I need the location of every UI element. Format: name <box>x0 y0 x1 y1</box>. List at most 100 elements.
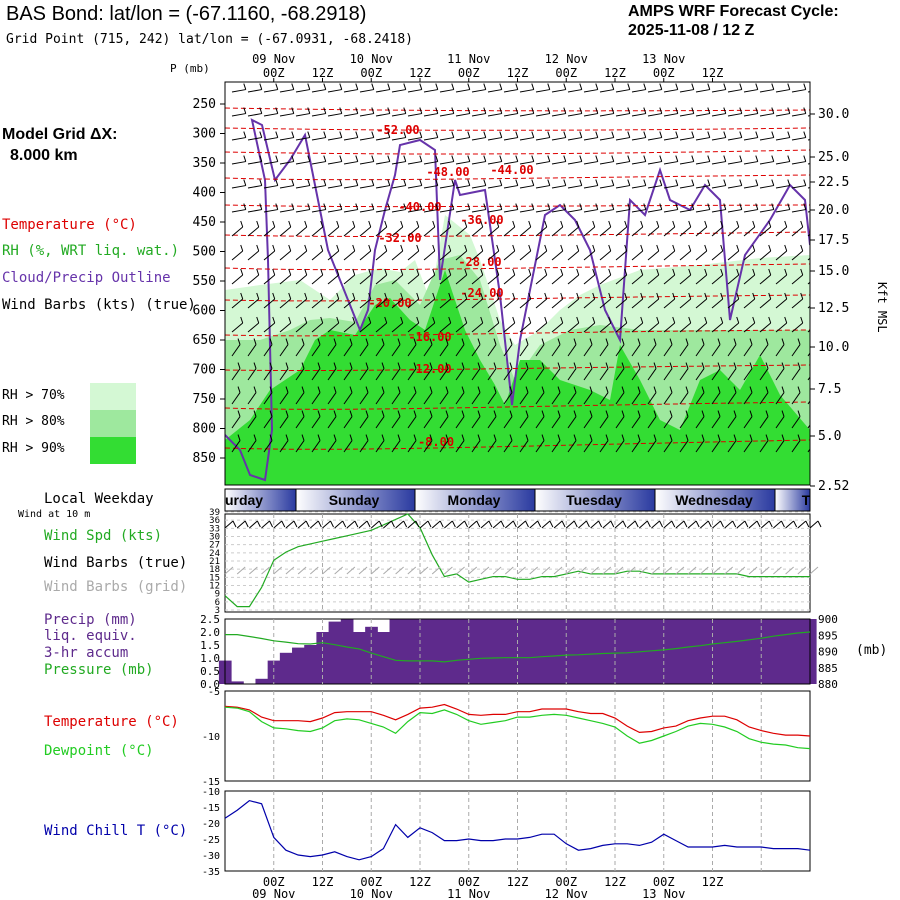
wind-barb-flag <box>275 203 279 210</box>
wind-barb-flag <box>717 338 721 345</box>
wind-barb-grid <box>224 566 234 575</box>
wind-barb-flag <box>640 316 644 324</box>
wind-barb-shaft <box>231 161 246 165</box>
wind-barb-true-flag <box>793 520 798 528</box>
wind-barb-shaft <box>343 368 353 381</box>
wind-barb-shaft <box>455 392 465 405</box>
wind-barb-shaft <box>503 250 516 261</box>
wind-barb-shaft <box>727 113 742 117</box>
wind-barb-flag <box>304 220 308 228</box>
wind-barb-flag <box>800 244 804 252</box>
wind-barb-flag <box>496 268 500 276</box>
weekday-label: Monday <box>448 492 501 508</box>
wind-barb-true-flag <box>378 520 383 528</box>
wind-barb-flag <box>659 179 663 186</box>
wind-barb-shaft <box>615 185 630 189</box>
precip-bar <box>413 619 427 684</box>
wind-barb-shaft <box>711 89 726 93</box>
wind-barb-flag <box>320 292 324 300</box>
wind-barb-flag <box>704 316 708 324</box>
wind-barb-shaft <box>519 89 534 93</box>
wind-barb-shaft <box>599 161 614 165</box>
bottom-date-label: 13 Nov <box>642 887 685 900</box>
wind-barb-shaft <box>471 250 484 261</box>
wind-barb-shaft <box>519 322 532 333</box>
wind-barb-flag <box>563 83 567 90</box>
wind-barb-shaft <box>583 344 593 357</box>
wind-barb-shaft <box>615 89 630 93</box>
wind-barb-flag <box>781 338 785 345</box>
wind-barb-shaft <box>487 185 502 189</box>
wind-barb-flag <box>707 155 711 162</box>
wind-barb-flag <box>605 434 609 441</box>
wind-barb-shaft <box>519 344 529 357</box>
wind-barb-flag <box>781 410 785 417</box>
wind-barb-flag <box>717 362 721 369</box>
temperature-contour-label: -20.00 <box>368 296 411 310</box>
wind-barb-flag <box>291 179 295 186</box>
wind-barb-flag <box>467 107 471 114</box>
wind-barb-shaft <box>711 226 724 237</box>
temperature-contour-label: -8.00 <box>418 435 454 449</box>
wind-barb-shaft <box>471 274 484 285</box>
wind-barb-shaft <box>567 298 580 309</box>
wind-barb-flag <box>817 221 819 227</box>
wind-barb-true <box>249 520 258 529</box>
wind-barb-shaft <box>503 298 516 309</box>
wind-barb-flag <box>739 107 743 114</box>
wind-barb-flag <box>419 155 423 162</box>
wind-barb-flag <box>243 203 247 210</box>
wind-barb-true <box>456 520 465 529</box>
wind-barb-flag <box>288 244 292 252</box>
wind-barb-flag <box>333 362 337 369</box>
wind-barb-grid <box>358 566 368 575</box>
wind-barb-shaft <box>503 113 518 117</box>
wind-barb-shaft <box>423 344 433 357</box>
wind-barb-shaft <box>439 113 454 117</box>
wind-barb-shaft <box>231 298 244 309</box>
wind-barb-flag <box>560 220 564 228</box>
wind-barb-flag <box>688 244 692 252</box>
wind-barb-shaft <box>343 250 356 261</box>
wind-barb-flag <box>259 131 263 138</box>
wind-barb-shaft <box>295 416 305 429</box>
wind-barb-flag <box>448 292 452 300</box>
precip-panel-frame <box>224 618 811 685</box>
wind-barb-flag <box>477 362 481 369</box>
precip-bar <box>669 619 683 684</box>
wind-barb-shaft <box>727 344 737 357</box>
wind-barb-true-flag <box>537 520 542 528</box>
wind-barb-shaft <box>599 113 614 117</box>
wind-speed-tick-label: 39 <box>209 508 220 518</box>
wind-barb-shaft <box>711 113 726 117</box>
wind-barb-flag <box>672 292 676 300</box>
wind-barb-flag <box>525 434 529 441</box>
wind-barb-shaft <box>343 322 356 333</box>
wind-barb-flag <box>429 434 433 441</box>
wind-barb-shaft <box>455 226 468 237</box>
wind-barb-flag <box>669 362 673 369</box>
wind-barb-flag <box>624 244 628 252</box>
accum-label: 3-hr accum <box>44 645 129 661</box>
wind-barb-flag <box>317 362 321 369</box>
wind-barb-shaft <box>791 137 806 141</box>
wind-barb-flag <box>589 434 593 441</box>
weekday-label: Sunday <box>329 492 380 508</box>
wind-barb-flag <box>653 338 657 345</box>
wind-barb-flag <box>787 107 791 114</box>
wind-barb-shaft <box>487 89 502 93</box>
wind-barb-flag <box>416 244 420 252</box>
wind-barb-shaft <box>455 274 468 285</box>
wind-barb-shaft <box>775 137 790 141</box>
wind-barb-true-flag <box>342 520 347 528</box>
wind-barb-flag <box>541 434 545 441</box>
wind-barb-shaft <box>743 344 753 357</box>
wind-barb-true <box>736 520 746 529</box>
wind-barb-flag <box>336 220 340 228</box>
wind-barb-shaft <box>663 89 678 93</box>
wind-barb-true-flag <box>512 520 517 528</box>
wind-barb-shaft <box>471 368 481 381</box>
wind-barb-shaft <box>295 89 310 93</box>
wind-barb-shaft <box>375 250 388 261</box>
wind-barb-flag <box>515 203 519 210</box>
